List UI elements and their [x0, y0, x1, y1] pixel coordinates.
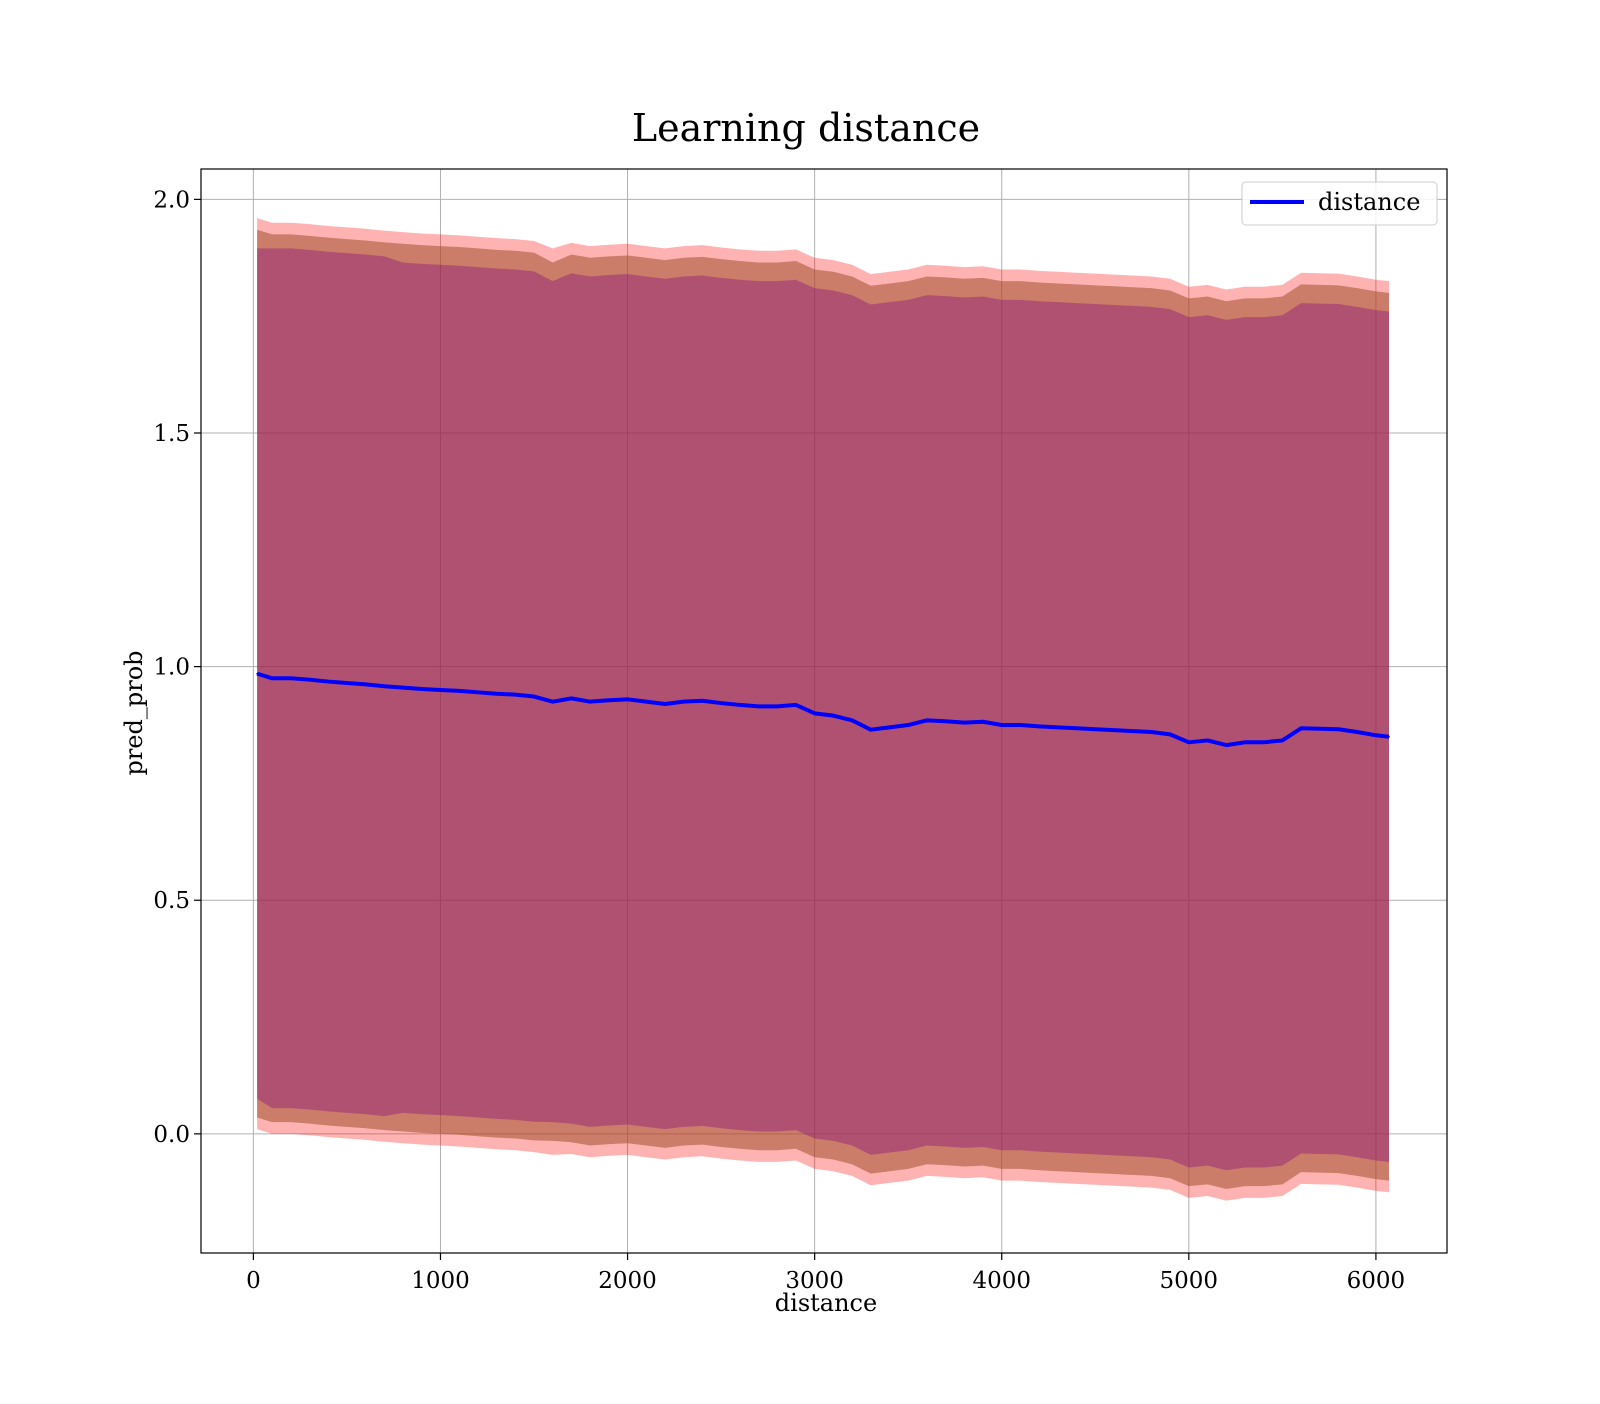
data-point: [645, 701, 647, 703]
data-point: [814, 713, 816, 715]
data-point: [1169, 734, 1171, 736]
data-point: [683, 701, 685, 703]
data-point: [1020, 724, 1022, 726]
data-point: [702, 700, 704, 702]
data-point: [1151, 731, 1153, 733]
data-point: [720, 702, 722, 704]
data-point: [421, 688, 423, 690]
data-point: [327, 681, 329, 683]
y-tick-label: 1.0: [153, 655, 190, 681]
confidence-bands: [257, 218, 1389, 1201]
data-point: [1356, 731, 1358, 733]
data-point: [851, 720, 853, 722]
data-point: [1038, 726, 1040, 728]
data-point: [1207, 740, 1209, 742]
legend-label: distance: [1318, 188, 1420, 216]
y-axis-label: pred_prob: [120, 650, 148, 775]
data-point: [1282, 740, 1284, 742]
data-point: [384, 685, 386, 687]
data-point: [1263, 742, 1265, 744]
inner-band: [257, 248, 1389, 1170]
data-point: [309, 679, 311, 681]
data-point: [889, 727, 891, 729]
data-point: [496, 693, 498, 695]
data-point: [1132, 730, 1134, 732]
data-point: [833, 715, 835, 717]
data-point: [795, 704, 797, 706]
x-tick-label: 4000: [972, 1268, 1031, 1294]
data-point: [1225, 744, 1227, 746]
chart-title: Learning distance: [632, 106, 980, 150]
data-point: [1094, 728, 1096, 730]
legend: distance: [1242, 182, 1437, 225]
y-tick-label: 0.0: [153, 1122, 190, 1148]
data-point: [533, 696, 535, 698]
data-point: [907, 724, 909, 726]
x-axis-ticks: 0 1000 2000 3000 4000 5000 6000: [246, 1253, 1405, 1294]
data-point: [1113, 729, 1115, 731]
data-point: [290, 677, 292, 679]
data-point: [365, 684, 367, 686]
data-point: [1388, 736, 1390, 738]
data-point: [776, 706, 778, 708]
data-point: [945, 720, 947, 722]
data-point: [458, 690, 460, 692]
data-point: [964, 722, 966, 724]
data-point: [1338, 728, 1340, 730]
data-point: [1076, 727, 1078, 729]
data-point: [346, 682, 348, 684]
data-point: [552, 701, 554, 703]
data-point: [1300, 727, 1302, 729]
data-point: [477, 692, 479, 694]
x-tick-label: 0: [246, 1268, 261, 1294]
data-point: [256, 673, 258, 675]
y-tick-label: 1.5: [153, 421, 190, 447]
x-tick-label: 2000: [598, 1268, 657, 1294]
y-tick-label: 2.0: [153, 187, 190, 213]
data-point: [440, 689, 442, 691]
data-point: [627, 699, 629, 701]
data-point: [1001, 724, 1003, 726]
x-tick-label: 6000: [1347, 1268, 1406, 1294]
data-point: [926, 720, 928, 722]
data-point: [739, 704, 741, 706]
data-point: [1375, 735, 1377, 737]
data-point: [1057, 727, 1059, 729]
data-point: [589, 701, 591, 703]
x-axis-label: distance: [775, 1289, 877, 1317]
data-point: [608, 699, 610, 701]
data-point: [664, 703, 666, 705]
data-point: [271, 677, 273, 679]
data-point: [982, 721, 984, 723]
data-point: [758, 706, 760, 708]
data-point: [515, 694, 517, 696]
data-point: [571, 698, 573, 700]
y-axis-ticks: 0.0 0.5 1.0 1.5 2.0: [153, 187, 201, 1147]
data-point: [1188, 742, 1190, 744]
data-point: [402, 687, 404, 689]
data-point: [1244, 742, 1246, 744]
y-tick-label: 0.5: [153, 888, 190, 914]
x-tick-label: 1000: [411, 1268, 470, 1294]
data-point: [1319, 728, 1321, 730]
data-point: [870, 729, 872, 731]
x-tick-label: 5000: [1160, 1268, 1219, 1294]
